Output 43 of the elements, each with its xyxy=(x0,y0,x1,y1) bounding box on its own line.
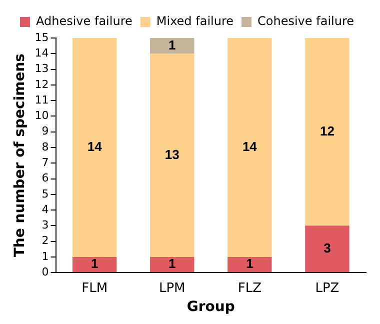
data-label: 13 xyxy=(164,146,180,162)
bar xyxy=(150,38,194,54)
y-tick-label: 5 xyxy=(42,187,49,200)
bar xyxy=(150,256,194,272)
y-tick-label: 10 xyxy=(34,109,49,122)
bar xyxy=(228,256,272,272)
legend-label: Cohesive failure xyxy=(258,14,354,28)
y-tick-label: 12 xyxy=(34,78,49,91)
data-label: 14 xyxy=(87,139,103,154)
x-axis-title: Group xyxy=(186,299,235,316)
y-tick-label: 2 xyxy=(42,234,49,248)
y-tick-label: 6 xyxy=(42,172,49,185)
y-tick-label: 14 xyxy=(34,46,49,60)
bar xyxy=(305,226,350,272)
x-tick-label: FLZ xyxy=(238,280,262,296)
x-tick-label: FLM xyxy=(82,280,108,296)
data-label: 1 xyxy=(90,256,98,272)
data-label: 12 xyxy=(320,123,334,138)
bar xyxy=(72,38,117,257)
bar xyxy=(305,38,350,226)
y-tick-label: 8 xyxy=(42,140,49,154)
y-axis-title: The number of specimens xyxy=(12,53,28,258)
data-label: 3 xyxy=(324,240,331,256)
x-tick-label: LPM xyxy=(158,280,186,296)
bar xyxy=(228,38,272,257)
data-label: 1 xyxy=(168,256,176,272)
y-tick-label: 1 xyxy=(42,250,49,263)
y-tick-label: 15 xyxy=(34,30,49,44)
y-tick-label: 4 xyxy=(42,202,49,216)
y-tick-label: 13 xyxy=(34,62,49,76)
y-tick-label: 7 xyxy=(42,156,49,169)
bar xyxy=(150,54,194,257)
data-label: 14 xyxy=(242,139,258,154)
y-tick-label: 3 xyxy=(42,218,49,232)
x-tick-label: LPZ xyxy=(315,280,340,296)
legend-label: Adhesive failure xyxy=(36,14,132,28)
y-tick-label: 0 xyxy=(42,265,49,278)
bar xyxy=(72,256,117,272)
y-tick-label: 9 xyxy=(42,124,49,138)
data-label: 1 xyxy=(246,256,254,272)
legend-label: Mixed failure xyxy=(156,14,234,28)
y-tick-label: 11 xyxy=(34,93,49,106)
data-label: 1 xyxy=(168,37,176,52)
